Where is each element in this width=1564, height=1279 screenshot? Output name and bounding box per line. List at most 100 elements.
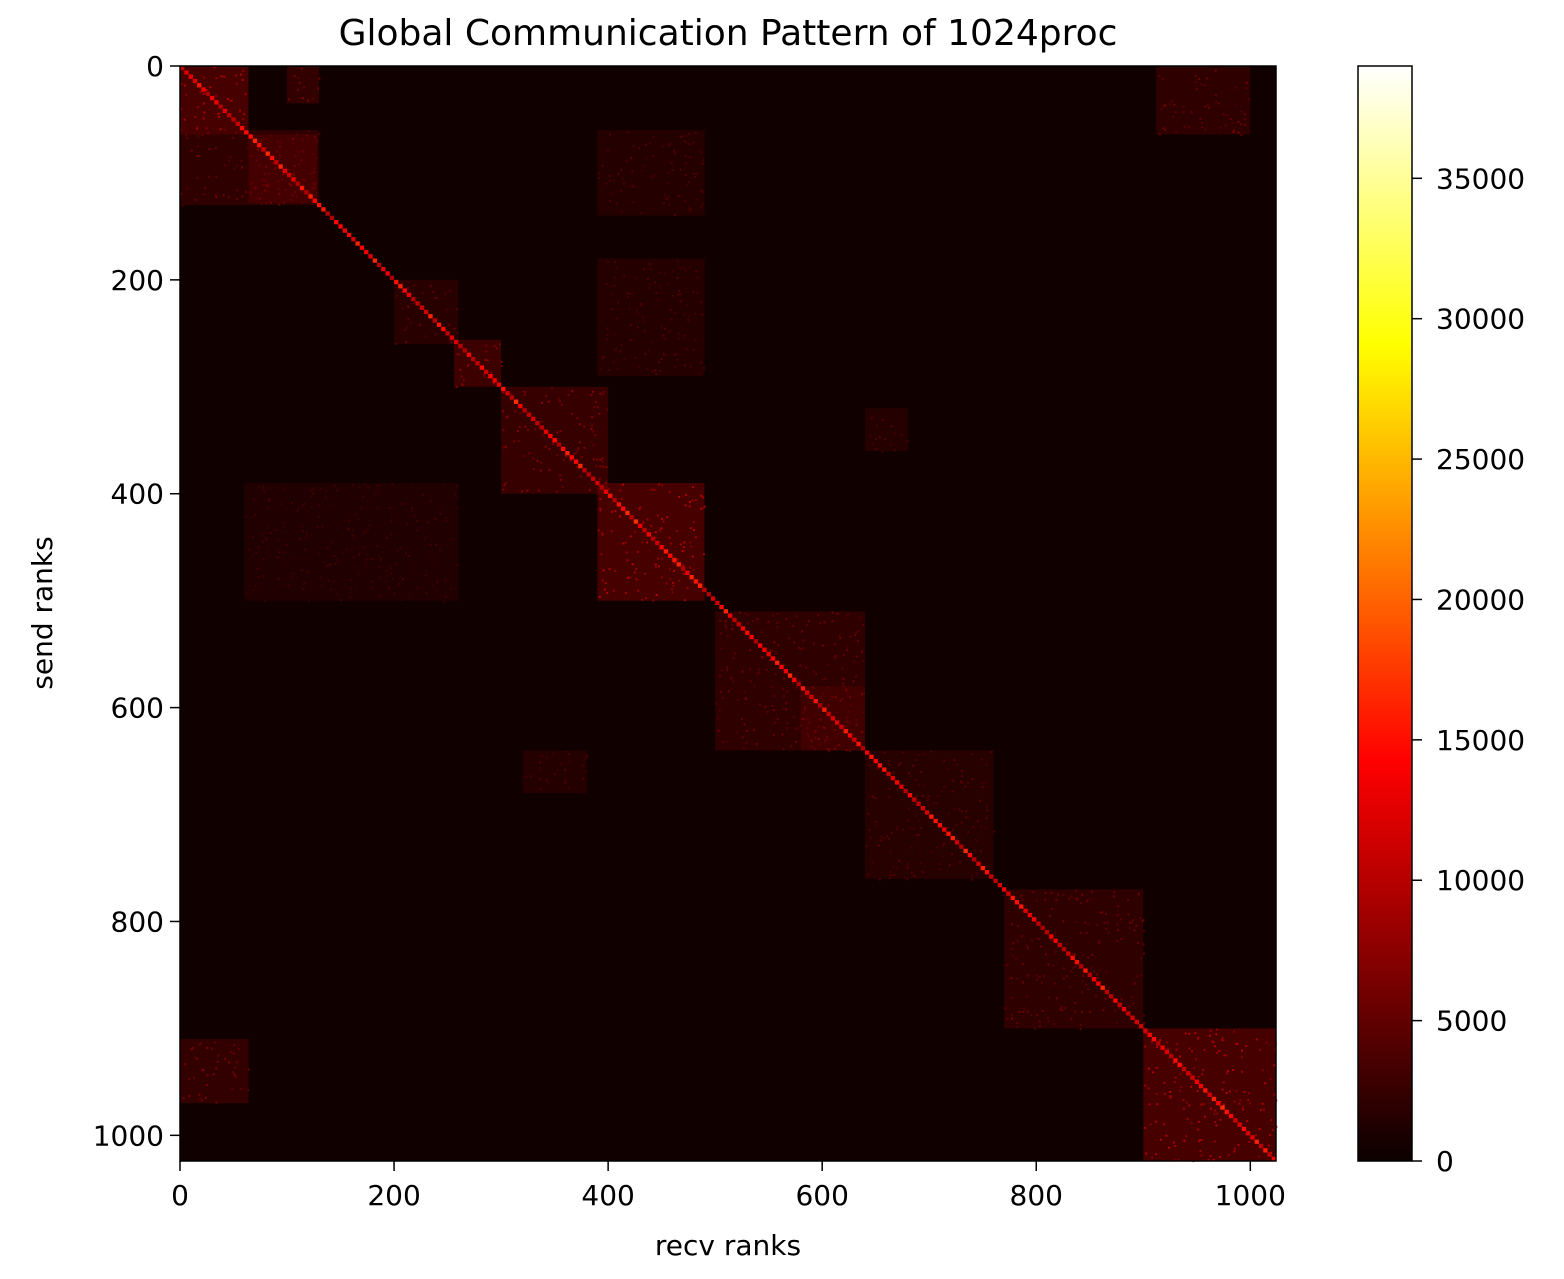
heatmap-cell [1116, 939, 1119, 942]
heatmap-cell [330, 541, 333, 544]
heatmap-cell [661, 517, 663, 520]
heatmap-diagonal-cell [239, 125, 245, 131]
heatmap-cell [306, 535, 309, 537]
heatmap-cell [600, 553, 603, 556]
heatmap-cell [1068, 955, 1071, 958]
heatmap-cell [838, 743, 841, 746]
heatmap-cell [351, 529, 354, 532]
heatmap-cell [801, 712, 804, 715]
heatmap-cell [984, 866, 986, 868]
heatmap-cell [658, 361, 661, 364]
heatmap-diagonal-cell [740, 626, 746, 631]
heatmap-cell [307, 600, 310, 603]
heatmap-diagonal-cell [732, 617, 737, 623]
heatmap-cell [1175, 130, 1178, 133]
heatmap-diagonal-cell [304, 190, 309, 195]
heatmap-cell [601, 393, 604, 396]
heatmap-cell [896, 867, 899, 870]
heatmap-cell [266, 185, 269, 188]
heatmap-cell [883, 751, 886, 754]
heatmap-cell [915, 811, 918, 814]
heatmap-cell [426, 569, 429, 572]
heatmap-cell [985, 805, 988, 808]
heatmap-cell [210, 1047, 213, 1050]
heatmap-cell [1199, 1150, 1202, 1153]
heatmap-cell [915, 834, 918, 836]
heatmap-cell [483, 375, 486, 378]
heatmap-cell [831, 611, 834, 614]
heatmap-cell [506, 415, 509, 418]
heatmap-diagonal-cell [492, 378, 497, 383]
heatmap-cell [255, 159, 258, 162]
heatmap-cell [1185, 1101, 1188, 1104]
heatmap-cell [329, 563, 332, 565]
heatmap-cell [834, 747, 837, 750]
heatmap-cell [300, 569, 303, 572]
heatmap-cell [592, 430, 595, 433]
heatmap-cell [1035, 899, 1038, 902]
heatmap-cell [300, 67, 303, 70]
heatmap-cell [614, 348, 617, 351]
heatmap-diagonal-cell [984, 870, 990, 875]
heatmap-diagonal-cell [869, 754, 874, 759]
heatmap-cell [307, 570, 310, 573]
heatmap-cell [293, 174, 295, 177]
heatmap-cell [774, 673, 777, 676]
heatmap-diagonal-cell [526, 412, 532, 417]
heatmap-cell [208, 148, 211, 150]
heatmap-cell [1197, 1036, 1200, 1039]
heatmap-cell [684, 173, 687, 176]
heatmap-cell [206, 1074, 209, 1077]
heatmap-cell [912, 827, 915, 830]
heatmap-cell [1221, 1039, 1224, 1042]
heatmap-cell [557, 769, 560, 772]
heatmap-cell [340, 599, 343, 602]
heatmap-cell [445, 519, 448, 522]
heatmap-cell [347, 528, 350, 531]
heatmap-diagonal-cell [603, 489, 609, 494]
heatmap-diagonal-cell [1100, 985, 1105, 990]
heatmap-cell [1147, 1067, 1150, 1070]
heatmap-cell [1183, 1139, 1186, 1142]
heatmap-cell [1035, 1014, 1038, 1017]
heatmap-cell [629, 576, 632, 579]
heatmap-cell [1240, 133, 1243, 136]
heatmap-cell [689, 208, 692, 211]
heatmap-cell [667, 203, 670, 206]
heatmap-cell [772, 614, 775, 617]
heatmap-cell [609, 285, 612, 288]
heatmap-cell [275, 556, 278, 559]
x-axis: 0 200 400 600 800 1000 [171, 1161, 1286, 1212]
heatmap-cell [184, 84, 186, 87]
heatmap-diagonal-cell [269, 155, 275, 161]
heatmap-diagonal-cell [1241, 1126, 1247, 1132]
heatmap-cell [838, 634, 841, 637]
heatmap-cell [301, 504, 304, 507]
heatmap-cell [534, 428, 537, 431]
heatmap-cell [1069, 969, 1072, 972]
heatmap-cell [1195, 88, 1198, 91]
heatmap-cell [1011, 1014, 1013, 1017]
heatmap-diagonal-cell [1237, 1122, 1242, 1127]
heatmap-cell [598, 412, 601, 415]
heatmap-cell [1184, 1032, 1187, 1035]
heatmap-cell [432, 291, 435, 294]
heatmap-cell [1216, 1028, 1218, 1031]
heatmap-diagonal-cell [406, 292, 412, 297]
heatmap-diagonal-cell [1070, 955, 1075, 960]
heatmap-cell [694, 338, 697, 341]
heatmap-cell [312, 171, 315, 174]
heatmap-diagonal-cell [1032, 917, 1037, 922]
heatmap-cell [390, 533, 393, 535]
heatmap-cell [215, 77, 218, 80]
heatmap-cell [684, 269, 687, 272]
heatmap-cell [769, 649, 772, 652]
heatmap-cell [223, 75, 226, 78]
heatmap-cell [247, 1068, 250, 1071]
heatmap-cell [701, 313, 704, 316]
heatmap-cell [357, 573, 360, 576]
heatmap-cell [184, 1063, 187, 1066]
heatmap-cell [971, 878, 973, 881]
heatmap-cell [411, 506, 413, 509]
heatmap-cell [1217, 102, 1220, 105]
